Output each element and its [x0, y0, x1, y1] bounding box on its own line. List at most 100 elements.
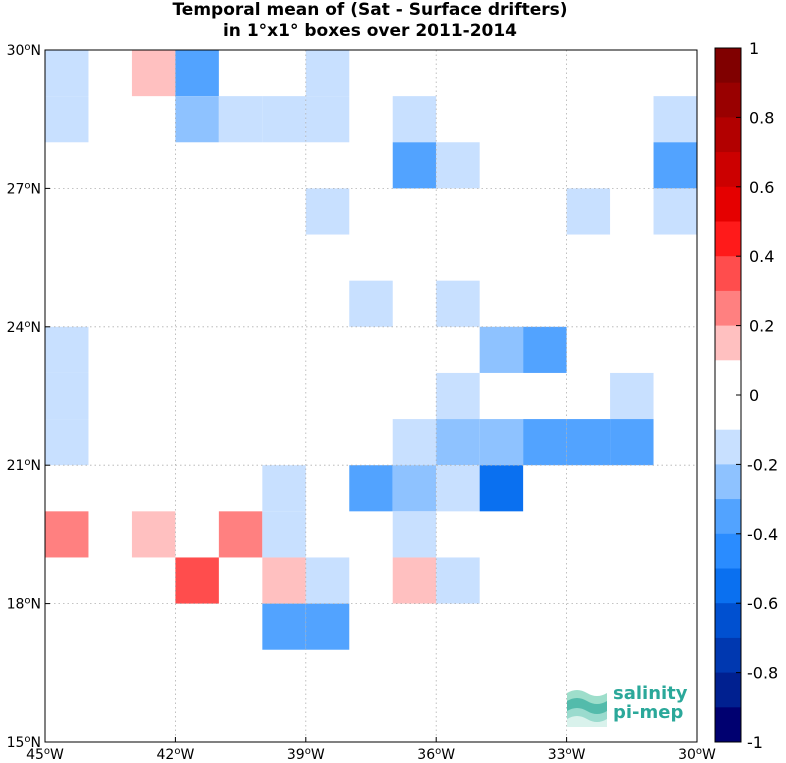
heatmap-cell [45, 326, 89, 373]
y-tick-label: 21oN [7, 457, 41, 475]
heatmap-cell [653, 188, 697, 235]
colorbar-segment [715, 360, 741, 396]
map-title-line2: in 1°x1° boxes over 2011-2014 [222, 21, 518, 41]
heatmap-cell [45, 419, 89, 466]
heatmap-cell [45, 96, 89, 143]
heatmap-cell [392, 419, 437, 466]
colorbar-segment [715, 325, 741, 361]
heatmap-cell [610, 419, 654, 466]
x-tick-label: 30oW [678, 746, 716, 763]
colorbar-tick-label: 0.8 [749, 108, 774, 127]
heatmap-cell [305, 50, 350, 97]
heatmap-cell [305, 96, 350, 143]
colorbar-segment [715, 186, 741, 222]
heatmap-cell [436, 280, 480, 327]
heatmap-cell [45, 372, 89, 420]
x-tick-label: 42oW [157, 746, 195, 763]
heatmap-cell [566, 188, 611, 235]
colorbar-segment [715, 48, 741, 84]
colorbar-segment [715, 429, 741, 465]
heatmap-cell [305, 557, 350, 604]
heatmap-cell [392, 511, 437, 558]
colorbar-segment [715, 533, 741, 569]
heatmap-cell [131, 50, 176, 97]
heatmap-cell [436, 465, 480, 512]
logo-text-salinity: salinity [613, 683, 688, 704]
colorbar-segment [715, 256, 741, 292]
colorbar-segment [715, 221, 741, 257]
heatmap-cells [45, 50, 697, 650]
heatmap-cell [653, 142, 697, 189]
salinity-pimep-logo: salinity pi-mep [565, 683, 695, 733]
map-grid [44, 49, 698, 743]
heatmap-cell [436, 372, 480, 420]
y-tick-label: 30oN [7, 42, 41, 60]
colorbar-segment [715, 637, 741, 674]
colorbar-segment [715, 152, 741, 188]
y-tick-label: 27oN [7, 180, 41, 198]
x-tick-label: 36oW [417, 746, 455, 763]
colorbar-tick-label: -0.2 [747, 455, 778, 474]
heatmap-cell [566, 419, 611, 466]
heatmap-cell [305, 188, 350, 235]
colorbar-segment [715, 395, 741, 431]
heatmap-cell [479, 465, 524, 512]
colorbar: 1 0.8 0.6 0.4 0.2 0 -0.2 -0.4 -0.6 -0.8 -1 [714, 39, 778, 752]
heatmap-cell [392, 142, 437, 189]
heatmap-cell [45, 511, 89, 558]
heatmap-cell [218, 511, 263, 558]
heatmap-cell [392, 465, 437, 512]
axis-ticks: 45oW 42oW 39oW 36oW 33oW 30oW 15oN 18oN 21oN 24oN… [7, 42, 716, 763]
heatmap-cell [218, 96, 263, 143]
x-tick-label: 39oW [287, 746, 325, 763]
wave-logo-icon [567, 690, 607, 727]
heatmap-cell [262, 465, 306, 512]
colorbar-tick-label: -0.6 [747, 594, 778, 613]
colorbar-segment [715, 290, 741, 327]
heatmap-cell [262, 511, 306, 558]
colorbar-tick-label: 0.6 [749, 178, 774, 197]
colorbar-segment [715, 672, 741, 708]
heatmap-cell [175, 50, 219, 97]
heatmap-cell [45, 50, 89, 97]
heatmap-cell [175, 557, 219, 604]
colorbar-tick-label: 0.2 [749, 317, 774, 336]
heatmap-cell [479, 419, 524, 466]
heatmap-cell [262, 557, 306, 604]
x-tick-label: 33oW [548, 746, 586, 763]
colorbar-tick-label: 0 [749, 386, 759, 405]
colorbar-segment [715, 82, 741, 118]
x-tick-label: 45oW [26, 746, 64, 763]
heatmap-cell [262, 603, 306, 650]
y-tick-label: 15oN [7, 734, 41, 752]
heatmap-cell [392, 557, 437, 604]
map-frame [44, 49, 698, 743]
heatmap-cell [436, 419, 480, 466]
colorbar-tick-label: 1 [749, 39, 759, 58]
colorbar-segment [715, 499, 741, 535]
heatmap-cell [653, 96, 697, 143]
heatmap-cell [262, 96, 306, 143]
colorbar-segment [715, 117, 741, 153]
heatmap-cell [349, 280, 393, 327]
heatmap-cell [523, 419, 567, 466]
map-title-line1: Temporal mean of (Sat - Surface drifters… [172, 0, 568, 20]
colorbar-segment [715, 464, 741, 500]
colorbar-tick-label: -0.8 [747, 664, 778, 683]
y-tick-label: 24oN [7, 318, 41, 336]
colorbar-segment [715, 707, 741, 743]
colorbar-tick-label: -0.4 [747, 525, 778, 544]
colorbar-segment [715, 603, 741, 639]
heatmap-cell [349, 465, 393, 512]
colorbar-tick-label: 0.4 [749, 247, 774, 266]
heatmap-cell [305, 603, 350, 650]
colorbar-segment [715, 568, 741, 604]
heatmap-cell [436, 142, 480, 189]
colorbar-tick-label: -1 [747, 733, 763, 752]
heatmap-cell [436, 557, 480, 604]
heatmap-cell [523, 326, 567, 373]
heatmap-cell [392, 96, 437, 143]
heatmap-cell [479, 326, 524, 373]
logo-text-pimep: pi-mep [613, 702, 684, 723]
